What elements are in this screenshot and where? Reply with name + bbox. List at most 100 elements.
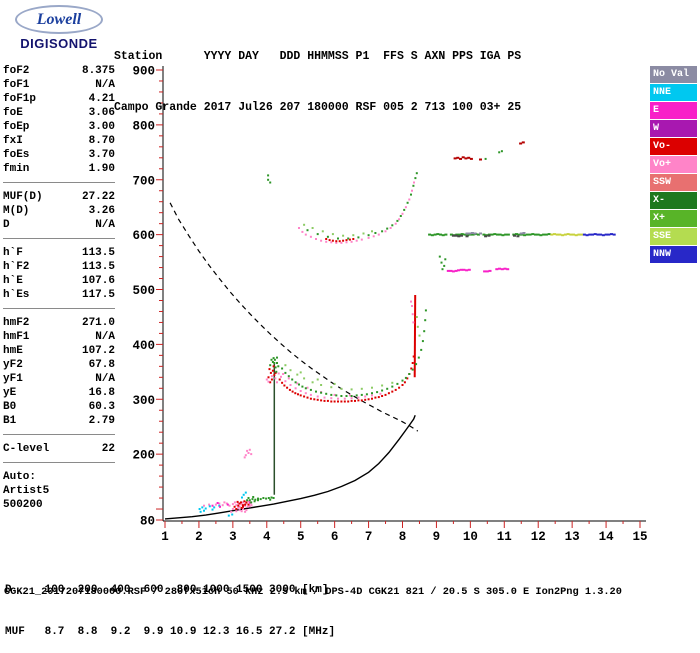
param-row-foe: foE 3.06 [3,106,115,120]
param-row-he: h`E 107.6 [3,274,115,288]
y-tick-label: 500 [132,284,155,298]
series-f-second-hop-pink [298,181,415,244]
param-label: foEs [3,149,30,161]
panel-separator [3,238,115,239]
y-tick-label: 700 [132,174,155,188]
param-row-clevel: C-level 22 [3,442,115,456]
param-label: yE [3,387,17,399]
legend-item-nne: NNE [650,84,697,101]
direction-color-legend: No Val NNE E W Vo- Vo+ SSW X- X+ SSE NNW [650,66,697,264]
axes [162,66,646,522]
param-label: MUF(D) [3,191,43,203]
param-value: 107.6 [81,275,115,287]
series-e-trace-pink [203,500,253,513]
param-value: 8.375 [81,65,115,77]
y-tick-label: 200 [132,449,155,463]
x-tick-label: 12 [531,530,546,544]
legend-item-vo: Vo+ [650,156,697,173]
distance-row: D 100 200 400 600 800 1000 1500 3000 [km… [5,584,329,596]
param-row-d: D N/A [3,218,115,232]
x-tick-label: 13 [565,530,580,544]
param-label: foF2 [3,65,30,77]
param-row-fof1p: foF1p 4.21 [3,92,115,106]
panel-separator [3,462,115,463]
series-spread-530-magenta [446,267,510,273]
param-label: D [3,219,10,231]
logo-digisonde-text: DIGISONDE [20,36,98,51]
param-value: 2.79 [88,415,115,427]
param-label: foF1p [3,93,37,105]
param-label: fxI [3,135,23,147]
series-f2-o-spread [280,300,415,400]
muf-distance-table: D 100 200 400 600 800 1000 1500 3000 [km… [5,555,335,653]
param-value: 3.06 [88,107,115,119]
panel-separator [3,434,115,435]
param-value: 8.70 [88,135,115,147]
panel-separator [3,182,115,183]
param-label: yF2 [3,359,23,371]
param-label: foEp [3,121,30,133]
header-station-values: Campo Grande 2017 Jul26 207 180000 RSF 0… [114,101,522,114]
legend-item-x: X- [650,192,697,209]
x-tick-label: 1 [161,530,169,544]
param-label: B0 [3,401,17,413]
param-value: 113.5 [81,247,115,259]
param-value: 3.70 [88,149,115,161]
param-row-md: M(D) 3.26 [3,204,115,218]
series-spread-600-green [428,233,551,237]
param-row-hme: hmE 107.2 [3,344,115,358]
header-column-titles: Station YYYY DAY DDD HHMMSS P1 FFS S AXN… [114,50,522,63]
y-tick-label: 300 [132,394,155,408]
param-text-line: Auto: [3,471,37,483]
y-tick-label: 900 [132,65,155,79]
param-value: N/A [95,79,115,91]
scaled-parameters-panel: foF2 8.375 foF1 N/A foF1p 4.21 foE 3.06 foEp 3.00… [3,64,115,512]
x-tick-label: 14 [599,530,615,544]
x-tick-label: 4 [263,530,271,544]
param-label: foE [3,107,23,119]
param-value: 1.90 [88,163,115,175]
x-tick-label: 10 [463,530,478,544]
series-es-second-hop-pink [243,448,253,459]
param-value: 117.5 [81,289,115,301]
series-f2-x-trace [281,309,427,397]
param-value: 67.8 [88,359,115,371]
param-row-fmin: fmin 1.90 [3,162,115,176]
param-row-b0: B0 60.3 [3,400,115,414]
param-label: yF1 [3,373,23,385]
param-text-line: Artist5 [3,485,50,497]
y-tick-label: 400 [132,339,155,353]
y-tick-label: 600 [132,229,155,243]
series-f2-o-asymptote [413,294,417,378]
param-label: B1 [3,415,17,427]
series-e-trace-magenta [211,501,251,508]
series-f-second-hop-lightgreen [303,223,373,237]
param-label: C-level [3,443,50,455]
x-tick-label: 7 [365,530,373,544]
param-row-foes: foEs 3.70 [3,148,115,162]
param-row-hes: h`Es 117.5 [3,288,115,302]
series-f2-o-trace [278,355,415,403]
series-spread-600-gray [465,232,526,235]
series-high-dots-green [267,150,503,184]
series-spread-600-dark [451,234,520,238]
x-tick-label: 2 [195,530,203,544]
x-tick-label: 8 [399,530,407,544]
digisonde-logo: Lowell DIGISONDE [8,5,110,51]
param-row-hmf1: hmF1 N/A [3,330,115,344]
param-row-hf: h`F 113.5 [3,246,115,260]
param-value: 113.5 [81,261,115,273]
ionogram-chart: 900 800 700 600 500 400 300 200 80 1 2 3 4 5 6 7 8 9 10 11 1… [132,65,647,545]
param-row-fof2: foF2 8.375 [3,64,115,78]
x-tick-label: 3 [229,530,237,544]
series-f1-cusp-green [269,356,280,373]
param-value: 27.22 [81,191,115,203]
legend-item-noval: No Val [650,66,697,83]
param-value: 3.26 [88,205,115,217]
x-tick-label: 15 [632,530,647,544]
param-row-yf1: yF1 N/A [3,372,115,386]
x-tick-label: 11 [497,530,512,544]
series-spread-600-sse [550,233,584,237]
